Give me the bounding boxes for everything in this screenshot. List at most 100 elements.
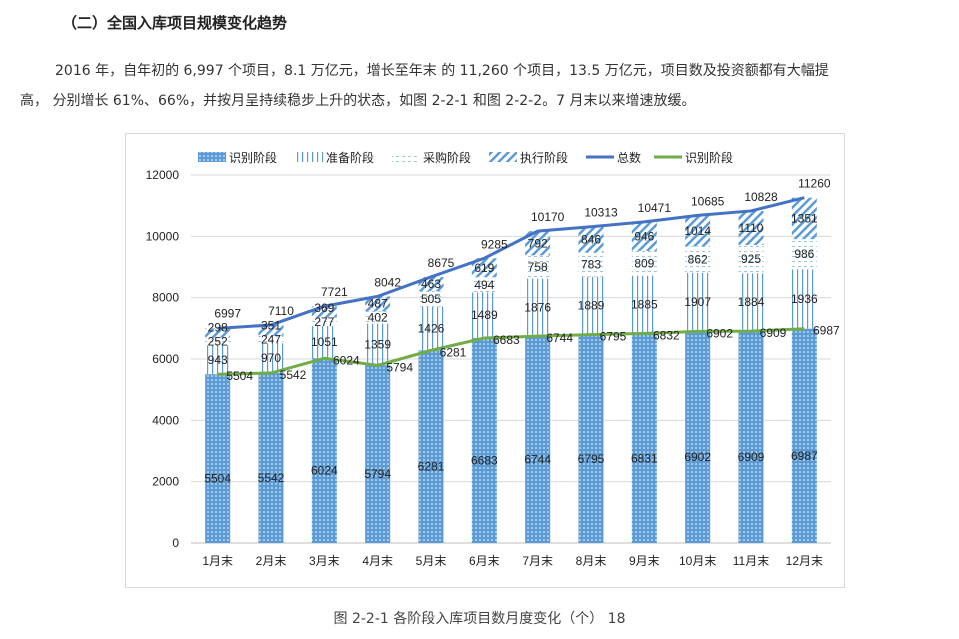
legend-swatch <box>198 152 226 162</box>
x-tick-label: 11月末 <box>733 554 769 568</box>
data-label: 1885 <box>631 298 658 312</box>
bar-segment <box>578 276 604 335</box>
x-tick-label: 6月末 <box>469 554 500 568</box>
x-tick-label: 4月末 <box>362 554 393 568</box>
line-data-label: 8675 <box>428 256 455 270</box>
bar-segment <box>631 275 657 334</box>
bar-segment <box>738 244 764 274</box>
data-label: 758 <box>528 260 548 274</box>
y-tick-label: 4000 <box>152 413 179 427</box>
legend-swatch <box>295 152 323 162</box>
bar-segment <box>525 278 551 337</box>
bar-segment <box>738 210 764 245</box>
data-label: 619 <box>474 261 494 275</box>
data-label: 402 <box>368 310 388 324</box>
bar-segment <box>525 336 551 543</box>
data-label: 1359 <box>364 337 391 351</box>
series-line <box>217 196 805 330</box>
bar-segment <box>418 291 444 307</box>
x-tick-label: 5月末 <box>416 554 447 568</box>
data-label: 1889 <box>578 299 605 313</box>
line-data-label: 6683 <box>493 333 520 347</box>
line-data-label: 6281 <box>440 345 467 359</box>
data-label: 6795 <box>578 452 605 466</box>
data-label: 1110 <box>739 221 764 235</box>
data-label: 1014 <box>684 224 711 238</box>
bar-segment <box>311 358 337 543</box>
data-label: 298 <box>208 320 228 334</box>
line-data-label: 6795 <box>600 330 627 344</box>
data-label: 277 <box>314 315 334 329</box>
line-data-label: 8042 <box>374 275 401 289</box>
bar-segment <box>205 337 231 346</box>
bar-segment <box>311 306 337 318</box>
bar-segment <box>258 373 284 543</box>
bar-segment <box>205 374 231 543</box>
bar-segment <box>791 239 817 270</box>
legend-label: 识别阶段 <box>685 150 733 165</box>
line-data-label: 10685 <box>691 194 725 208</box>
legend-swatch <box>392 152 420 162</box>
data-label: 505 <box>421 292 441 306</box>
line-data-label: 7721 <box>321 285 348 299</box>
x-tick-label: 3月末 <box>309 554 340 568</box>
legend-label: 总数 <box>617 150 641 165</box>
bar-segment <box>791 269 817 329</box>
line-data-label: 10170 <box>531 210 565 224</box>
data-label: 925 <box>741 252 761 266</box>
bar-segment <box>738 331 764 543</box>
data-label: 6683 <box>471 454 498 468</box>
series-line <box>217 327 805 376</box>
bar-segment <box>685 246 711 273</box>
legend-label: 执行阶段 <box>520 150 568 165</box>
data-label: 1936 <box>791 292 818 306</box>
y-tick-label: 12000 <box>146 168 180 182</box>
data-label: 6744 <box>524 453 551 467</box>
bar-segment <box>685 272 711 332</box>
x-tick-label: 9月末 <box>629 554 660 568</box>
data-label: 5794 <box>364 467 391 481</box>
line-data-label: 6909 <box>760 326 787 340</box>
data-label: 1907 <box>684 295 711 309</box>
bar-segment <box>685 215 711 247</box>
line-data-label: 6832 <box>653 328 680 342</box>
x-tick-label: 1月末 <box>202 554 233 568</box>
bar-segment <box>205 328 231 338</box>
data-label: 943 <box>208 353 228 367</box>
legend-swatch <box>489 152 517 162</box>
bar-segment <box>791 328 817 543</box>
y-tick-label: 10000 <box>146 229 180 243</box>
bar-segment <box>365 311 391 324</box>
data-label: 1351 <box>791 211 818 225</box>
data-label: 6024 <box>311 464 338 478</box>
legend-label: 识别阶段 <box>229 150 277 165</box>
data-label: 1884 <box>738 295 765 309</box>
x-tick-label: 8月末 <box>576 554 607 568</box>
bar-segment <box>365 323 391 366</box>
stacked-bar-chart: 0 2000 4000 6000 8000 10000 12000 1月末 2月末 3月末 4月末 5… <box>125 133 845 588</box>
legend-label: 采购阶段 <box>423 150 471 165</box>
y-tick-label: 8000 <box>152 291 179 305</box>
bar-segment <box>258 324 284 336</box>
bar-segment <box>418 350 444 543</box>
y-tick-label: 0 <box>172 536 179 550</box>
bar-segment <box>471 292 497 339</box>
figure-caption: 图 2-2-1 各阶段入库项目数月度变化（个） 18 <box>333 611 626 627</box>
data-label: 494 <box>474 278 494 292</box>
bar-segment <box>631 250 657 276</box>
data-label: 351 <box>261 319 281 333</box>
bar-segment <box>738 273 764 332</box>
data-label: 487 <box>368 296 388 310</box>
bar-segment <box>471 258 497 278</box>
bar-segment <box>471 338 497 543</box>
data-label: 5542 <box>258 471 285 485</box>
data-label: 463 <box>421 277 441 291</box>
x-tick-label: 2月末 <box>256 554 287 568</box>
paragraph-line-2: 高， 分别增长 61%、66%，并按月呈持续稳步上升的状态，如图 2-2-1 和… <box>20 93 696 109</box>
x-tick-label: 12月末 <box>786 554 823 568</box>
bar-segment <box>578 334 604 543</box>
bar-segment <box>418 306 444 351</box>
data-label: 970 <box>261 351 281 365</box>
data-label: 6909 <box>738 450 765 464</box>
bar-segment <box>578 252 604 277</box>
